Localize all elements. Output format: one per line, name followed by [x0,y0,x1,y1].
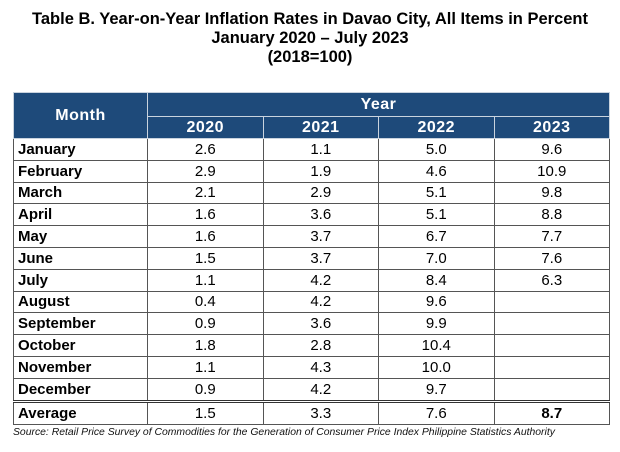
value-cell: 10.4 [378,334,495,357]
value-cell [493,334,610,357]
year-header-2021: 2021 [262,116,379,139]
value-cell: 1.8 [147,334,264,357]
table-row: December 0.9 4.2 9.7 [13,377,610,402]
table-row: April 1.6 3.6 5.1 8.8 [13,203,610,227]
value-cell: 4.2 [262,377,379,402]
table-row: March 2.1 2.9 5.1 9.8 [13,181,610,205]
table-row: October 1.8 2.8 10.4 [13,334,610,357]
month-column-header: Month [13,92,148,139]
month-cell: April [13,203,148,227]
average-label: Average [13,399,148,425]
value-cell: 7.0 [378,246,495,270]
month-cell: June [13,246,148,270]
value-cell: 9.7 [378,377,495,402]
year-group-header: Year [147,92,610,117]
average-value-cell: 3.3 [262,399,379,425]
value-cell: 4.3 [262,355,379,379]
value-cell: 4.2 [262,290,379,314]
value-cell: 6.3 [493,268,610,292]
year-header-2023: 2023 [493,116,610,139]
month-cell: January [13,138,148,161]
value-cell: 0.9 [147,312,264,336]
value-cell: 1.5 [147,246,264,270]
average-value-cell: 7.6 [378,399,495,425]
value-cell: 0.9 [147,377,264,402]
value-cell: 9.9 [378,312,495,336]
month-cell: September [13,312,148,336]
value-cell: 0.4 [147,290,264,314]
value-cell: 5.1 [378,203,495,227]
value-cell: 2.9 [147,159,264,183]
value-cell: 1.6 [147,225,264,248]
value-cell: 3.7 [262,246,379,270]
value-cell: 2.6 [147,138,264,161]
value-cell: 2.8 [262,334,379,357]
table-header: Month Year 2020 2021 2022 2023 [13,92,610,139]
inflation-table: Month Year 2020 2021 2022 2023 January 2.6 1.… [13,92,610,425]
value-cell: 4.2 [262,268,379,292]
month-cell: August [13,290,148,314]
table-row: September 0.9 3.6 9.9 [13,312,610,336]
month-cell: October [13,334,148,357]
value-cell: 1.9 [262,159,379,183]
value-cell: 1.1 [147,268,264,292]
month-cell: May [13,225,148,248]
value-cell: 3.6 [262,312,379,336]
source-note: Source: Retail Price Survey of Commoditi… [13,427,555,438]
table-row: June 1.5 3.7 7.0 7.6 [13,246,610,270]
table-row: February 2.9 1.9 4.6 10.9 [13,159,610,183]
value-cell: 10.0 [378,355,495,379]
table-row: May 1.6 3.7 6.7 7.7 [13,225,610,248]
value-cell: 5.1 [378,181,495,205]
value-cell: 2.1 [147,181,264,205]
table-title: Table B. Year-on-Year Inflation Rates in… [0,10,620,67]
average-value-cell: 1.5 [147,399,264,425]
year-header-2022: 2022 [378,116,495,139]
value-cell [493,312,610,336]
value-cell: 6.7 [378,225,495,248]
value-cell: 10.9 [493,159,610,183]
table-row: November 1.1 4.3 10.0 [13,355,610,379]
value-cell: 3.6 [262,203,379,227]
average-value-cell: 8.7 [493,399,610,425]
title-line-1: Table B. Year-on-Year Inflation Rates in… [32,10,588,28]
value-cell [493,290,610,314]
month-cell: December [13,377,148,402]
table-row: January 2.6 1.1 5.0 9.6 [13,138,610,161]
title-line-3: (2018=100) [267,48,353,66]
month-cell: February [13,159,148,183]
value-cell: 7.7 [493,225,610,248]
value-cell: 5.0 [378,138,495,161]
value-cell: 2.9 [262,181,379,205]
value-cell [493,355,610,379]
table-row: August 0.4 4.2 9.6 [13,290,610,314]
month-cell: March [13,181,148,205]
value-cell: 1.1 [147,355,264,379]
value-cell: 3.7 [262,225,379,248]
value-cell: 8.4 [378,268,495,292]
value-cell: 9.6 [493,138,610,161]
table-row: July 1.1 4.2 8.4 6.3 [13,268,610,292]
month-cell: July [13,268,148,292]
year-header-2020: 2020 [147,116,264,139]
value-cell: 1.6 [147,203,264,227]
value-cell: 7.6 [493,246,610,270]
month-cell: November [13,355,148,379]
title-line-2: January 2020 – July 2023 [211,29,409,47]
value-cell: 8.8 [493,203,610,227]
value-cell [493,377,610,402]
average-row: Average 1.5 3.3 7.6 8.7 [13,399,610,425]
value-cell: 9.6 [378,290,495,314]
value-cell: 9.8 [493,181,610,205]
value-cell: 1.1 [262,138,379,161]
table-body: January 2.6 1.1 5.0 9.6 February 2.9 1.9 4.6 10.9… [13,138,610,425]
value-cell: 4.6 [378,159,495,183]
